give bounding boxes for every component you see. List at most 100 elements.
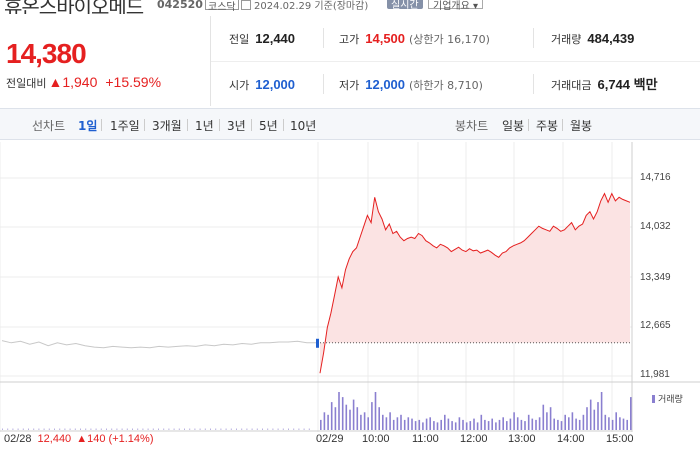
volume-bar — [338, 392, 340, 430]
change-value: ▲1,940 — [48, 74, 98, 90]
volume-bar — [411, 418, 413, 430]
stat-value: 484,439 — [587, 31, 635, 46]
x-tick-label: 14:00 — [557, 433, 585, 445]
stats-row-1: 전일 12,440 고가 14,500 (상한가 16,170) 거래량 484,439 — [211, 16, 700, 61]
period-5y[interactable]: 5년 — [259, 119, 278, 133]
prev-volume-bar — [303, 428, 305, 430]
volume-bar — [589, 399, 592, 430]
volume-bar — [549, 407, 552, 430]
volume-legend: 거래량 — [652, 392, 683, 405]
volume-bar — [542, 404, 545, 430]
volume-bar — [568, 417, 570, 430]
volume-bar — [586, 407, 588, 430]
period-3y[interactable]: 3년 — [227, 119, 246, 133]
volume-bar — [593, 409, 596, 430]
volume-bar — [578, 419, 581, 430]
prev-volume-bar — [225, 428, 227, 430]
prev-volume-bar — [230, 428, 232, 430]
prev-day-info: 02/28 12,440 ▲140 (+1.14%) — [4, 433, 154, 445]
prev-volume-bar — [137, 428, 139, 430]
volume-bar — [557, 419, 559, 430]
prev-volume-bar — [48, 428, 50, 430]
volume-bar — [502, 417, 504, 430]
period-1y[interactable]: 1년 — [195, 119, 214, 133]
x-tick-label: 11:00 — [412, 433, 439, 445]
volume-bar — [524, 421, 526, 430]
volume-bar — [323, 412, 326, 430]
period-1d[interactable]: 1일 — [78, 119, 98, 133]
stats-row-2: 시가 12,000 저가 12,000 (하한가 8,710) 거래대금 6,744 백… — [211, 61, 700, 106]
prev-volume-bar — [54, 428, 55, 430]
volume-bar — [436, 422, 439, 430]
candle-chart-label: 봉차트 — [455, 119, 489, 133]
date-label: 2024.02.29 기준(장마감) — [241, 0, 368, 12]
prev-volume-bar — [80, 428, 81, 430]
prev-volume-bar — [85, 428, 87, 430]
volume-bar — [476, 422, 479, 430]
stat-label: 시가 — [229, 79, 250, 92]
stat-label: 전일 — [229, 33, 250, 46]
stat-note: (상한가 16,170) — [409, 33, 490, 46]
company-overview-button[interactable]: 기업개요 ▾ — [428, 0, 483, 12]
candle-daily[interactable]: 일봉 — [502, 119, 525, 133]
prev-volume-bar — [251, 428, 253, 430]
volume-swatch — [652, 395, 655, 403]
volume-bar — [571, 412, 574, 430]
stat-label: 저가 — [339, 79, 360, 92]
realtime-button[interactable]: 실시간 — [387, 0, 423, 11]
prev-volume-bar — [288, 428, 289, 430]
volume-bar — [433, 421, 435, 430]
prev-volume-bar — [262, 428, 263, 430]
line-chart-label: 선차트 — [32, 119, 66, 133]
volume-bar — [407, 417, 410, 430]
prev-volume-bar — [17, 428, 19, 430]
volume-bar — [440, 419, 442, 430]
y-tick-label: 11,981 — [640, 369, 670, 380]
change-label: 전일대비 — [6, 77, 47, 90]
period-1w[interactable]: 1주일 — [110, 119, 140, 133]
volume-bar — [615, 412, 617, 430]
stat-prev-close: 전일 12,440 — [229, 16, 295, 61]
chart-canvas[interactable] — [0, 142, 700, 450]
date-text: 2024.02.29 기준(장마감) — [254, 1, 369, 12]
prev-volume-bar — [236, 428, 237, 430]
prev-volume-bar — [43, 428, 45, 430]
volume-bar — [349, 409, 351, 430]
volume-bar — [378, 407, 380, 430]
period-3m[interactable]: 3개월 — [152, 119, 182, 133]
prev-volume-bar — [178, 428, 180, 430]
change-percent: +15.59% — [105, 74, 162, 90]
stat-label: 거래량 — [551, 33, 582, 46]
stock-header: 휴온스바이오메드 042520 코스닥 2024.02.29 기준(장마감) 실… — [0, 0, 700, 14]
current-price: 14,380 — [6, 38, 87, 69]
volume-bar — [480, 414, 483, 430]
candle-monthly[interactable]: 월봉 — [570, 119, 593, 133]
volume-bar — [469, 421, 472, 430]
price-chart[interactable]: 14,716 14,032 13,349 12,665 11,981 거래량 0… — [0, 142, 700, 450]
volume-bar — [582, 414, 585, 430]
volume-bar — [619, 417, 621, 430]
volume-bar — [520, 419, 523, 430]
volume-bar — [414, 421, 417, 430]
prev-volume-bar — [241, 428, 243, 430]
prev-day-close: 12,440 — [37, 433, 72, 445]
period-10y[interactable]: 10년 — [290, 119, 317, 133]
stat-amount: 거래대금 6,744 백만 — [551, 62, 658, 107]
prev-volume-bar — [106, 428, 107, 430]
volume-bar — [487, 421, 490, 430]
candle-weekly[interactable]: 주봉 — [536, 119, 559, 133]
prev-volume-bar — [121, 428, 123, 430]
price-panel: 14,380 전일대비 ▲1,940 +15.59% — [0, 16, 210, 106]
volume-bar — [327, 414, 329, 430]
volume-bar — [513, 412, 515, 430]
x-tick-label: 02/29 — [316, 433, 344, 445]
prev-volume-bar — [189, 428, 191, 430]
price-change: 전일대비 ▲1,940 +15.59% — [6, 74, 161, 91]
volume-legend-label: 거래량 — [658, 395, 683, 405]
volume-bar — [604, 414, 607, 430]
prev-volume-bar — [132, 428, 133, 430]
volume-bar — [611, 419, 614, 430]
volume-bar — [465, 422, 468, 430]
volume-bar — [422, 422, 424, 430]
y-tick-label: 14,032 — [640, 221, 671, 232]
